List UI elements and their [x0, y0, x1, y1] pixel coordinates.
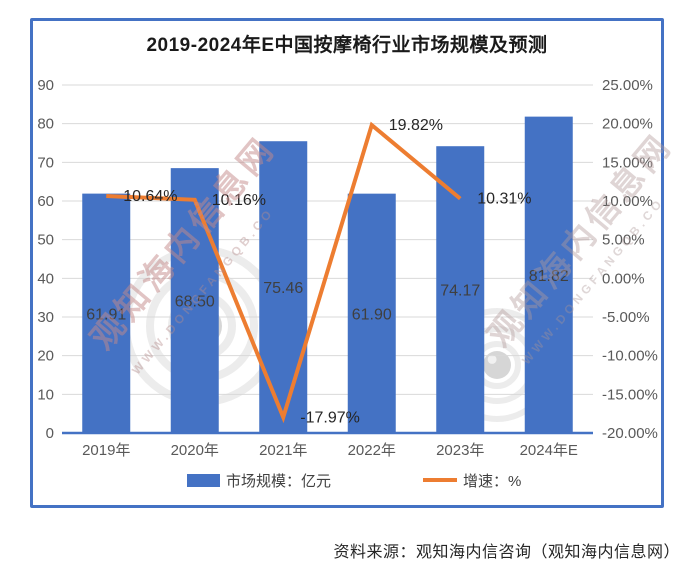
left-axis-tick: 80 — [37, 116, 54, 133]
left-axis-tick: 40 — [37, 270, 54, 287]
growth-value-label: 10.64% — [123, 188, 177, 205]
x-axis-label: 2019年 — [82, 442, 130, 459]
left-axis-tick: 70 — [37, 154, 54, 171]
growth-value-label: 10.31% — [477, 191, 531, 208]
left-axis-tick: 30 — [37, 309, 54, 326]
bar-value-label: 68.50 — [175, 294, 215, 311]
left-axis-tick: 20 — [37, 348, 54, 365]
chart-frame: 2019-2024年E中国按摩椅行业市场规模及预测 0 10 20 30 40 50 60 7… — [30, 18, 680, 508]
bar-2022年 — [347, 193, 396, 433]
left-axis-tick: 0 — [46, 425, 54, 442]
x-axis-label: 2022年 — [348, 442, 396, 459]
bar-2024年E — [524, 116, 573, 433]
right-axis-tick: 10.00% — [602, 193, 653, 210]
right-axis-tick: -5.00% — [602, 309, 650, 326]
right-axis-tick: 25.00% — [602, 77, 653, 94]
bar-2023年 — [436, 146, 485, 433]
watermark-eye-highlight — [487, 354, 497, 364]
bar-2019年 — [82, 193, 131, 433]
source-note: 资料来源：观知海内信咨询（观知海内信息网） — [333, 544, 680, 561]
right-axis-tick: -10.00% — [602, 348, 658, 365]
growth-line — [106, 121, 462, 424]
right-axis-tick: 5.00% — [602, 232, 645, 249]
left-axis-tick: 10 — [37, 386, 54, 403]
bar-value-label: 81.82 — [529, 268, 569, 285]
bar-value-label: 75.46 — [263, 280, 303, 297]
right-axis-tick: -20.00% — [602, 425, 658, 442]
bar-2021年 — [259, 141, 308, 433]
legend-bar-label: 市场规模：亿元 — [226, 473, 331, 490]
x-axis-label: 2021年 — [259, 442, 307, 459]
left-axis-tick: 60 — [37, 193, 54, 210]
growth-value-label: -17.97% — [300, 409, 360, 426]
left-axis-tick: 90 — [37, 77, 54, 94]
bar-value-label: 74.17 — [440, 283, 480, 300]
right-axis-tick: -15.00% — [602, 386, 658, 403]
x-axis-label: 2024年E — [520, 442, 578, 459]
right-axis-tick: 15.00% — [602, 154, 653, 171]
chart-title: 2019-2024年E中国按摩椅行业市场规模及预测 — [146, 35, 548, 56]
x-axis-label: 2023年 — [436, 442, 484, 459]
bar-value-label: 61.91 — [86, 306, 126, 323]
chart-plot: 0 10 20 30 40 50 60 70 80 90 -20.00% -15.00% -10.00%… — [37, 77, 658, 490]
right-axis-tick: 20.00% — [602, 116, 653, 133]
growth-value-label: 10.16% — [212, 192, 266, 209]
bar-value-label: 61.90 — [352, 306, 392, 323]
growth-value-label: 19.82% — [389, 117, 443, 134]
legend-line-label: 增速：% — [463, 473, 521, 490]
x-axis-label: 2020年 — [171, 442, 219, 459]
legend-bar-swatch — [187, 474, 220, 487]
bar-2020年 — [170, 168, 219, 433]
left-axis-tick: 50 — [37, 232, 54, 249]
right-axis-tick: 0.00% — [602, 270, 645, 287]
